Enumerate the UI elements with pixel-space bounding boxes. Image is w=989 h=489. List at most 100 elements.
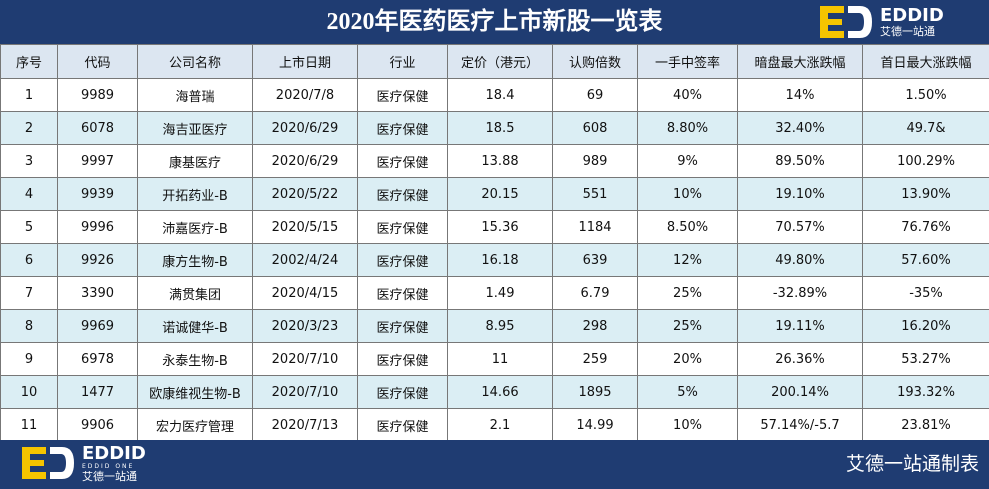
cell: 医疗保健 xyxy=(357,243,448,277)
cell: 医疗保健 xyxy=(357,177,448,211)
cell: 4 xyxy=(0,177,58,211)
cell: -35% xyxy=(862,276,989,310)
header-cell: 认购倍数 xyxy=(552,44,638,79)
cell: 2020/5/22 xyxy=(252,177,358,211)
cell: 69 xyxy=(552,78,638,112)
footer-bar: EDDID EDDID ONE 艾德一站通 艾德一站通制表 xyxy=(0,440,989,489)
logo-tagline: EDDID ONE xyxy=(82,463,135,470)
cell: 医疗保健 xyxy=(357,375,448,409)
cell: 13.90% xyxy=(862,177,989,211)
cell: 2020/4/15 xyxy=(252,276,358,310)
cell: 23.81% xyxy=(862,408,989,442)
logo-brand: EDDID xyxy=(82,443,146,464)
logo: EDDID 艾德一站通 xyxy=(818,4,944,40)
cell: 2020/7/13 xyxy=(252,408,358,442)
cell: 608 xyxy=(552,111,638,145)
cell: 49.80% xyxy=(737,243,863,277)
cell: 9989 xyxy=(57,78,138,112)
cell: 2 xyxy=(0,111,58,145)
row: 9 6978 永泰生物-B 2020/7/10 医疗保健 11 259 20% 26.36% 53… xyxy=(0,342,989,376)
cell: 298 xyxy=(552,309,638,343)
cell: 49.7& xyxy=(862,111,989,145)
cell: 1477 xyxy=(57,375,138,409)
header-cell: 暗盘最大涨跌幅 xyxy=(737,44,863,79)
logo-text: EDDID EDDID ONE 艾德一站通 xyxy=(82,443,146,484)
header-row: 序号 代码 公司名称 上市日期 行业 定价（港元） 认购倍数 一手中签率 暗盘最大涨跌幅 首日最大… xyxy=(0,44,989,79)
row: 8 9969 诺诚健华-B 2020/3/23 医疗保健 8.95 298 25% 19.11%… xyxy=(0,309,989,343)
cell: 3 xyxy=(0,144,58,178)
cell: 18.5 xyxy=(447,111,553,145)
cell: 26.36% xyxy=(737,342,863,376)
cell: 7 xyxy=(0,276,58,310)
cell: 满贯集团 xyxy=(137,276,253,310)
row: 3 9997 康基医疗 2020/6/29 医疗保健 13.88 989 9% 89.50% 10… xyxy=(0,144,989,178)
cell: 25% xyxy=(637,309,738,343)
cell: 14.66 xyxy=(447,375,553,409)
cell: 永泰生物-B xyxy=(137,342,253,376)
cell: 18.4 xyxy=(447,78,553,112)
cell: 9969 xyxy=(57,309,138,343)
cell: 10 xyxy=(0,375,58,409)
header-cell: 代码 xyxy=(57,44,138,79)
cell: 1895 xyxy=(552,375,638,409)
cell: 14% xyxy=(737,78,863,112)
cell: 1.50% xyxy=(862,78,989,112)
cell: 欧康维视生物-B xyxy=(137,375,253,409)
cell: 医疗保健 xyxy=(357,210,448,244)
cell: 医疗保健 xyxy=(357,309,448,343)
cell: 259 xyxy=(552,342,638,376)
cell: 20.15 xyxy=(447,177,553,211)
cell: 6078 xyxy=(57,111,138,145)
cell: 9997 xyxy=(57,144,138,178)
cell: 639 xyxy=(552,243,638,277)
cell: 10% xyxy=(637,177,738,211)
logo-subtitle: 艾德一站通 xyxy=(82,470,137,483)
cell: 医疗保健 xyxy=(357,276,448,310)
row: 11 9906 宏力医疗管理 2020/7/13 医疗保健 2.1 14.99 10% 57.1… xyxy=(0,408,989,442)
cell: 9939 xyxy=(57,177,138,211)
logo-mark xyxy=(820,6,872,38)
cell: 11 xyxy=(447,342,553,376)
row: 10 1477 欧康维视生物-B 2020/7/10 医疗保健 14.66 1895 5% 20… xyxy=(0,375,989,409)
cell: 20% xyxy=(637,342,738,376)
row: 7 3390 满贯集团 2020/4/15 医疗保健 1.49 6.79 25% -32.89%… xyxy=(0,276,989,310)
header-cell: 序号 xyxy=(0,44,58,79)
cell: 诺诚健华-B xyxy=(137,309,253,343)
cell: 8.95 xyxy=(447,309,553,343)
cell: 8.80% xyxy=(637,111,738,145)
cell: 海吉亚医疗 xyxy=(137,111,253,145)
cell: 5 xyxy=(0,210,58,244)
cell: 70.57% xyxy=(737,210,863,244)
cell: 2020/7/10 xyxy=(252,375,358,409)
cell: 100.29% xyxy=(862,144,989,178)
cell: 193.32% xyxy=(862,375,989,409)
header-cell: 行业 xyxy=(357,44,448,79)
cell: 200.14% xyxy=(737,375,863,409)
cell: 6 xyxy=(0,243,58,277)
header-cell: 定价（港元） xyxy=(447,44,553,79)
cell: 9996 xyxy=(57,210,138,244)
cell: 89.50% xyxy=(737,144,863,178)
cell: 2020/3/23 xyxy=(252,309,358,343)
header-cell: 公司名称 xyxy=(137,44,253,79)
cell: 2020/6/29 xyxy=(252,144,358,178)
cell: 2002/4/24 xyxy=(252,243,358,277)
row: 5 9996 沛嘉医疗-B 2020/5/15 医疗保健 15.36 1184 8.50% 70… xyxy=(0,210,989,244)
cell: 32.40% xyxy=(737,111,863,145)
cell: 康基医疗 xyxy=(137,144,253,178)
cell: 医疗保健 xyxy=(357,408,448,442)
cell: 6978 xyxy=(57,342,138,376)
cell: 宏力医疗管理 xyxy=(137,408,253,442)
cell: 13.88 xyxy=(447,144,553,178)
cell: 医疗保健 xyxy=(357,78,448,112)
title-bar: 2020年医药医疗上市新股一览表 EDDID 艾德一站通 xyxy=(0,0,989,44)
cell: 沛嘉医疗-B xyxy=(137,210,253,244)
cell: 开拓药业-B xyxy=(137,177,253,211)
cell: 2020/7/10 xyxy=(252,342,358,376)
cell: 551 xyxy=(552,177,638,211)
cell: 8 xyxy=(0,309,58,343)
cell: 989 xyxy=(552,144,638,178)
header-cell: 首日最大涨跌幅 xyxy=(862,44,989,79)
header-cell: 上市日期 xyxy=(252,44,358,79)
